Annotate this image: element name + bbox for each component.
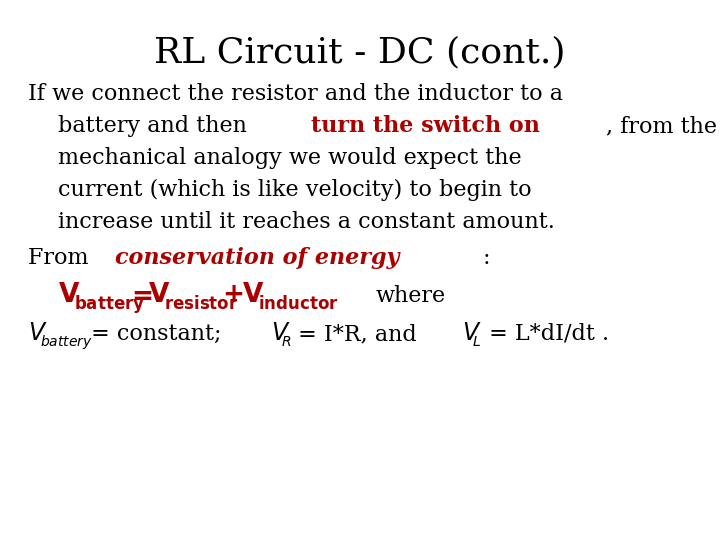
Text: $R$: $R$ <box>281 335 291 349</box>
Text: battery and then: battery and then <box>58 115 254 137</box>
Text: $battery$: $battery$ <box>40 333 93 351</box>
Text: turn the switch on: turn the switch on <box>311 115 540 137</box>
Text: If we connect the resistor and the inductor to a: If we connect the resistor and the induc… <box>28 83 563 105</box>
Text: = L*dI/dt .: = L*dI/dt . <box>482 323 609 345</box>
Text: conservation of energy: conservation of energy <box>115 247 400 269</box>
Text: $\mathbf{V}$: $\mathbf{V}$ <box>58 282 81 307</box>
Text: where: where <box>376 285 446 307</box>
Text: $\mathbf{resistor}$: $\mathbf{resistor}$ <box>164 295 238 313</box>
Text: $\mathbf{inductor}$: $\mathbf{inductor}$ <box>258 295 338 313</box>
Text: , from the: , from the <box>606 115 717 137</box>
Text: mechanical analogy we would expect the: mechanical analogy we would expect the <box>58 147 521 169</box>
Text: $\mathbf{battery}$: $\mathbf{battery}$ <box>74 293 145 315</box>
Text: $V$: $V$ <box>462 322 482 345</box>
Text: $\mathbf{V}$: $\mathbf{V}$ <box>242 282 264 307</box>
Text: $\mathbf{=}$: $\mathbf{=}$ <box>126 282 153 307</box>
Text: From: From <box>28 247 96 269</box>
Text: $V$: $V$ <box>271 322 290 345</box>
Text: $\mathbf{V}$: $\mathbf{V}$ <box>148 282 171 307</box>
Text: current (which is like velocity) to begin to: current (which is like velocity) to begi… <box>58 179 531 201</box>
Text: = I*R, and: = I*R, and <box>291 323 423 345</box>
Text: RL Circuit - DC (cont.): RL Circuit - DC (cont.) <box>154 35 566 69</box>
Text: $\mathbf{+}$: $\mathbf{+}$ <box>222 282 243 307</box>
Text: $L$: $L$ <box>472 335 481 349</box>
Text: increase until it reaches a constant amount.: increase until it reaches a constant amo… <box>58 211 555 233</box>
Text: :: : <box>482 247 490 269</box>
Text: $V$: $V$ <box>28 322 48 345</box>
Text: = constant;: = constant; <box>84 323 229 345</box>
